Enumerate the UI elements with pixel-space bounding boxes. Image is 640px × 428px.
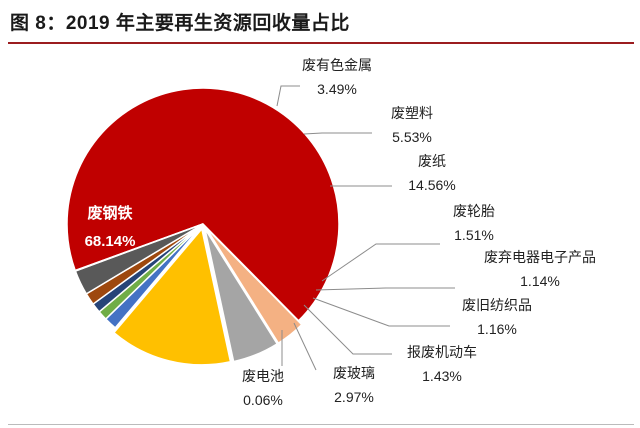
pie-slice <box>74 223 204 272</box>
slice-name-label: 废塑料 <box>391 105 433 121</box>
slice-name-label: 废玻璃 <box>333 365 375 381</box>
slice-value-label: 1.43% <box>422 368 462 384</box>
pie-slice <box>204 228 279 363</box>
pie-slice <box>112 227 232 366</box>
slice-value-label: 2.97% <box>334 389 374 405</box>
slice-name-label: 废电池 <box>242 368 284 384</box>
slice-name-label: 废弃电器电子产品 <box>484 249 596 265</box>
slice-name-label: 废纸 <box>418 153 446 169</box>
leader-line <box>315 287 455 291</box>
leader-line <box>321 243 440 282</box>
leader-line <box>293 322 317 371</box>
slice-name-label: 废轮胎 <box>453 203 495 219</box>
leader-line <box>303 132 372 135</box>
bottom-divider <box>8 424 634 425</box>
slice-name-label: 废钢铁 <box>87 204 132 222</box>
slice-name-label: 废有色金属 <box>302 57 372 73</box>
slice-value-label: 1.51% <box>454 227 494 243</box>
slice-value-label: 1.14% <box>520 273 560 289</box>
slice-name-label: 废旧纺织品 <box>462 297 532 313</box>
pie-slice <box>66 87 340 322</box>
title-divider <box>8 42 634 44</box>
slice-value-label: 14.56% <box>408 177 455 193</box>
slice-name-label: 报废机动车 <box>407 344 477 360</box>
leader-line <box>303 304 392 355</box>
leader-line <box>276 85 300 107</box>
slice-value-label: 0.06% <box>243 392 283 408</box>
slice-value-label: 68.14% <box>85 233 136 250</box>
slice-value-label: 3.49% <box>317 81 357 97</box>
pie-slice <box>205 227 303 345</box>
chart-title: 图 8：2019 年主要再生资源回收量占比 <box>10 13 350 34</box>
slice-value-label: 1.16% <box>477 321 517 337</box>
title-bar: 图 8：2019 年主要再生资源回收量占比 <box>0 0 640 44</box>
leader-line <box>312 297 450 327</box>
slice-value-label: 5.53% <box>392 129 432 145</box>
